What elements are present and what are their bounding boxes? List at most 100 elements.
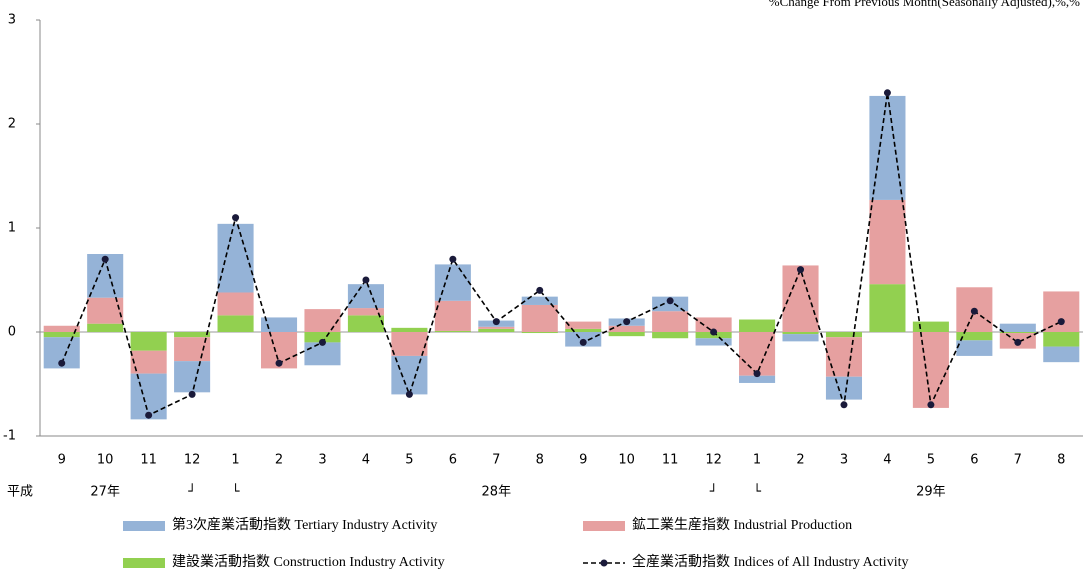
x-tick-label: 11 <box>662 453 679 468</box>
x-tick-label: 10 <box>618 453 635 468</box>
x-tick-label: 2 <box>275 453 283 468</box>
bar <box>608 325 645 332</box>
y-tick-label: 1 <box>8 221 16 236</box>
period-label: 28年 <box>482 485 512 500</box>
bar <box>521 332 558 334</box>
chart-title: %Change From Previous Month(Seasonally A… <box>769 0 1080 9</box>
bar <box>1043 291 1080 332</box>
bar <box>782 334 819 342</box>
point <box>883 89 891 97</box>
bar <box>782 332 819 335</box>
bar <box>478 326 515 329</box>
bar <box>130 350 167 374</box>
legend-swatch <box>123 521 165 531</box>
bar <box>260 317 298 332</box>
x-tick-label: 2 <box>796 453 804 468</box>
x-tick-label: 11 <box>140 453 157 468</box>
point <box>753 370 761 378</box>
bar <box>652 311 689 332</box>
bar <box>999 323 1036 332</box>
bar <box>43 325 80 332</box>
line <box>60 92 1062 417</box>
bar <box>825 332 863 338</box>
period-label: ┘ <box>709 483 718 500</box>
x-tick-label: 12 <box>705 453 722 468</box>
point <box>536 286 544 294</box>
y-tick-label: 3 <box>8 13 16 28</box>
bar <box>1043 332 1080 347</box>
bar <box>869 199 906 285</box>
point <box>666 297 674 305</box>
legend-label: 第3次産業活動指数 Tertiary Industry Activity <box>172 516 437 533</box>
bar <box>825 337 863 377</box>
bar <box>565 321 602 329</box>
bar <box>782 265 819 332</box>
point <box>1057 318 1065 326</box>
period-label: ┘ <box>187 483 196 500</box>
point <box>710 328 718 336</box>
point <box>970 307 978 315</box>
bar <box>912 321 949 332</box>
x-tick-label: 10 <box>97 453 114 468</box>
bar <box>130 332 167 351</box>
x-tick-label: 8 <box>1057 453 1065 468</box>
bar <box>565 328 602 332</box>
period-label: 27年 <box>90 485 120 500</box>
x-tick-label: 8 <box>536 453 544 468</box>
period-label: └ <box>753 483 761 500</box>
x-tick-label: 6 <box>970 453 978 468</box>
bar <box>434 264 471 301</box>
bar <box>304 332 341 343</box>
bar <box>434 300 471 331</box>
point <box>927 401 935 409</box>
x-tick-label: 7 <box>1014 453 1022 468</box>
bar <box>956 340 993 356</box>
point <box>623 318 631 326</box>
bar <box>608 332 645 337</box>
bar <box>869 284 906 332</box>
x-tick-label: 5 <box>927 453 935 468</box>
x-tick-label: 1 <box>231 453 239 468</box>
legend-swatch <box>583 521 625 531</box>
point <box>405 390 413 398</box>
period-label: 29年 <box>916 485 946 500</box>
bar <box>174 332 211 338</box>
bar <box>478 328 515 332</box>
x-tick-label: 3 <box>318 453 326 468</box>
legend-label: 鉱工業生産指数 Industrial Production <box>632 516 852 533</box>
bar <box>521 296 558 305</box>
bar <box>391 332 428 356</box>
point <box>318 338 326 346</box>
bar <box>695 338 732 346</box>
x-tick-label: 4 <box>362 453 370 468</box>
x-tick-label: 7 <box>492 453 500 468</box>
point <box>232 214 240 222</box>
bar <box>999 332 1036 334</box>
bar <box>521 304 558 332</box>
bar <box>739 332 776 376</box>
bar <box>87 323 124 332</box>
bar <box>174 361 211 393</box>
point <box>449 255 457 263</box>
bar <box>391 355 428 395</box>
legend-swatch <box>123 558 165 568</box>
x-tick-label: 3 <box>840 453 848 468</box>
point <box>362 276 370 284</box>
y-tick-label: 0 <box>8 325 16 340</box>
bar <box>912 332 949 408</box>
x-tick-label: 4 <box>883 453 891 468</box>
y-tick-label: -1 <box>3 429 16 444</box>
bar <box>347 308 384 316</box>
bar <box>695 317 732 332</box>
bar <box>43 332 80 338</box>
x-tick-label: 6 <box>449 453 457 468</box>
bar <box>304 342 341 366</box>
bar <box>391 327 428 332</box>
legend-label: 建設業活動指数 Construction Industry Activity <box>172 554 445 570</box>
bar <box>217 292 254 316</box>
point <box>579 338 587 346</box>
bar <box>434 330 471 332</box>
legend-marker <box>600 559 608 567</box>
